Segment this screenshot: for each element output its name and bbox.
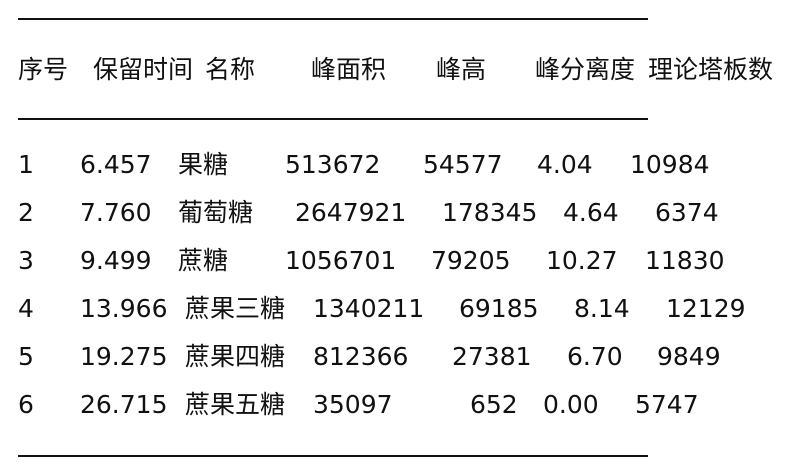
cell-retention-time: 19.275 [80, 342, 168, 371]
bottom-rule [18, 455, 648, 457]
cell-name: 蔗果四糖 [185, 342, 286, 371]
cell-index: 3 [18, 246, 34, 275]
cell-plate-number: 10984 [630, 150, 710, 179]
cell-resolution: 6.70 [567, 342, 623, 371]
cell-index: 6 [18, 390, 34, 419]
cell-plate-number: 9849 [657, 342, 721, 371]
cell-index: 2 [18, 198, 34, 227]
cell-resolution: 10.27 [546, 246, 618, 275]
cell-peak-area: 513672 [285, 150, 381, 179]
cell-peak-area: 35097 [313, 390, 393, 419]
header-name: 名称 [205, 55, 256, 84]
cell-peak-height: 79205 [431, 246, 511, 275]
header-rule [18, 118, 648, 120]
cell-retention-time: 13.966 [80, 294, 168, 323]
cell-peak-height: 178345 [442, 198, 538, 227]
cell-name: 蔗果三糖 [185, 294, 286, 323]
cell-name: 蔗果五糖 [185, 390, 286, 419]
cell-retention-time: 7.760 [80, 198, 152, 227]
cell-retention-time: 26.715 [80, 390, 168, 419]
cell-retention-time: 6.457 [80, 150, 152, 179]
cell-peak-height: 652 [470, 390, 518, 419]
header-index: 序号 [18, 55, 69, 84]
cell-index: 4 [18, 294, 34, 323]
cell-resolution: 0.00 [543, 390, 599, 419]
cell-resolution: 8.14 [574, 294, 630, 323]
cell-plate-number: 12129 [666, 294, 746, 323]
cell-index: 5 [18, 342, 34, 371]
cell-peak-height: 54577 [423, 150, 503, 179]
cell-retention-time: 9.499 [80, 246, 152, 275]
header-resolution: 峰分离度 [535, 55, 636, 84]
cell-name: 葡萄糖 [178, 198, 254, 227]
header-peak-area: 峰面积 [311, 55, 387, 84]
cell-index: 1 [18, 150, 34, 179]
cell-plate-number: 6374 [655, 198, 719, 227]
header-retention-time: 保留时间 [93, 55, 194, 84]
cell-peak-height: 69185 [459, 294, 539, 323]
cell-peak-area: 1340211 [313, 294, 425, 323]
cell-plate-number: 5747 [635, 390, 699, 419]
cell-peak-height: 27381 [452, 342, 532, 371]
header-peak-height: 峰高 [436, 55, 487, 84]
cell-plate-number: 11830 [645, 246, 725, 275]
cell-resolution: 4.64 [563, 198, 619, 227]
cell-peak-area: 812366 [313, 342, 409, 371]
cell-resolution: 4.04 [537, 150, 593, 179]
top-rule [18, 18, 648, 20]
header-plate-number: 理论塔板数 [648, 55, 774, 84]
cell-name: 蔗糖 [178, 246, 229, 275]
cell-peak-area: 1056701 [285, 246, 397, 275]
cell-name: 果糖 [178, 150, 229, 179]
cell-peak-area: 2647921 [295, 198, 407, 227]
